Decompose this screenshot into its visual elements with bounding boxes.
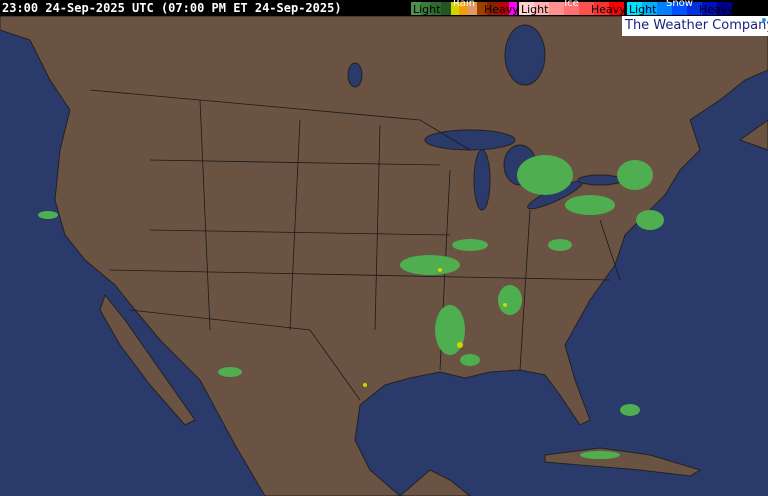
snow-title: Snow [666, 0, 693, 9]
ice-heavy-label: Heavy [591, 3, 626, 16]
legend-ice: Ice Light Heavy [519, 0, 626, 16]
rain-heavy-label: Heavy [484, 3, 519, 16]
ice-title: Ice [564, 0, 579, 9]
land-yucatan [399, 469, 471, 496]
rain-title: Rain [453, 0, 475, 9]
brand-name: The Weather Company [625, 18, 768, 33]
legend-snow: Snow Light Heavy [627, 0, 734, 16]
ice-light-label: Light [521, 3, 549, 16]
snow-light-label: Light [629, 3, 657, 16]
snow-heavy-label: Heavy [699, 3, 734, 16]
land-north-america [0, 15, 768, 496]
timestamp: 23:00 24-Sep-2025 UTC (07:00 PM ET 24-Se… [2, 1, 342, 15]
rain-light-label: Light [413, 3, 441, 16]
precipitation-echoes [38, 155, 664, 459]
legend-rain: Rain Light Heavy [411, 0, 519, 16]
land-baja [99, 293, 196, 426]
land-atlantic-canada [738, 119, 768, 151]
logo-dot-icon [762, 18, 766, 22]
weather-company-logo: The Weather Company [622, 16, 768, 36]
